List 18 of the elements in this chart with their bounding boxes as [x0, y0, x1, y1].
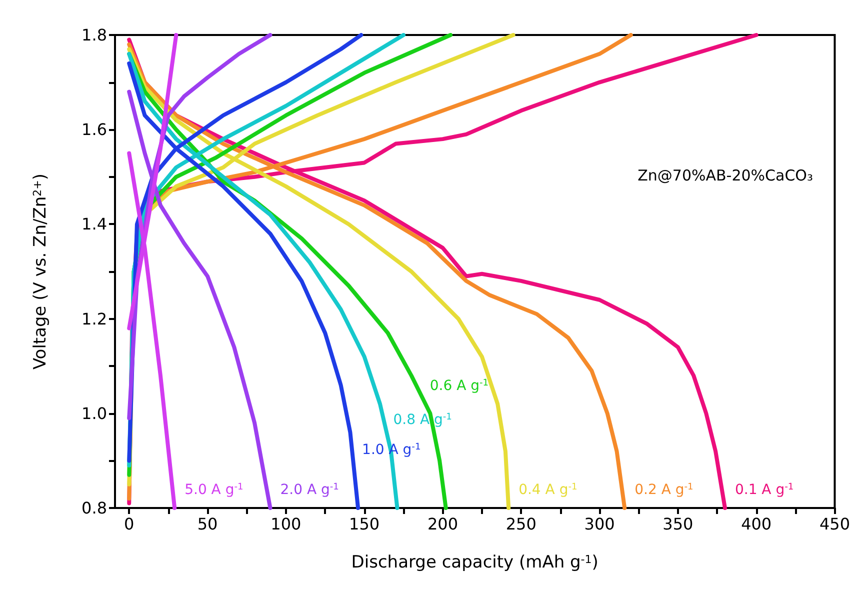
y-tick-label: 0.8: [82, 498, 107, 518]
x-tick-label: 50: [197, 514, 218, 534]
y-tick-label: 1.8: [82, 26, 107, 44]
y-tick-label: 1.0: [82, 404, 107, 423]
y-axis-title: Voltage (V vs. Zn/Zn2+): [30, 173, 50, 370]
x-tick-label: 200: [427, 514, 458, 534]
annotation: Zn@70%AB-20%CaCO₃: [638, 166, 814, 184]
x-tick-label: 450: [819, 514, 850, 534]
x-tick-label: 100: [270, 514, 302, 534]
x-tick-label: 350: [662, 514, 694, 534]
x-tick-label: 250: [506, 514, 536, 534]
y-tick-label: 1.4: [82, 214, 107, 234]
y-tick-label: 1.6: [82, 120, 107, 140]
y-tick-label: 1.2: [82, 309, 107, 328]
x-tick-label: 150: [349, 514, 380, 534]
x-tick-label: 300: [584, 514, 615, 534]
x-tick-label: 0: [124, 514, 134, 534]
x-tick-label: 400: [741, 514, 772, 534]
